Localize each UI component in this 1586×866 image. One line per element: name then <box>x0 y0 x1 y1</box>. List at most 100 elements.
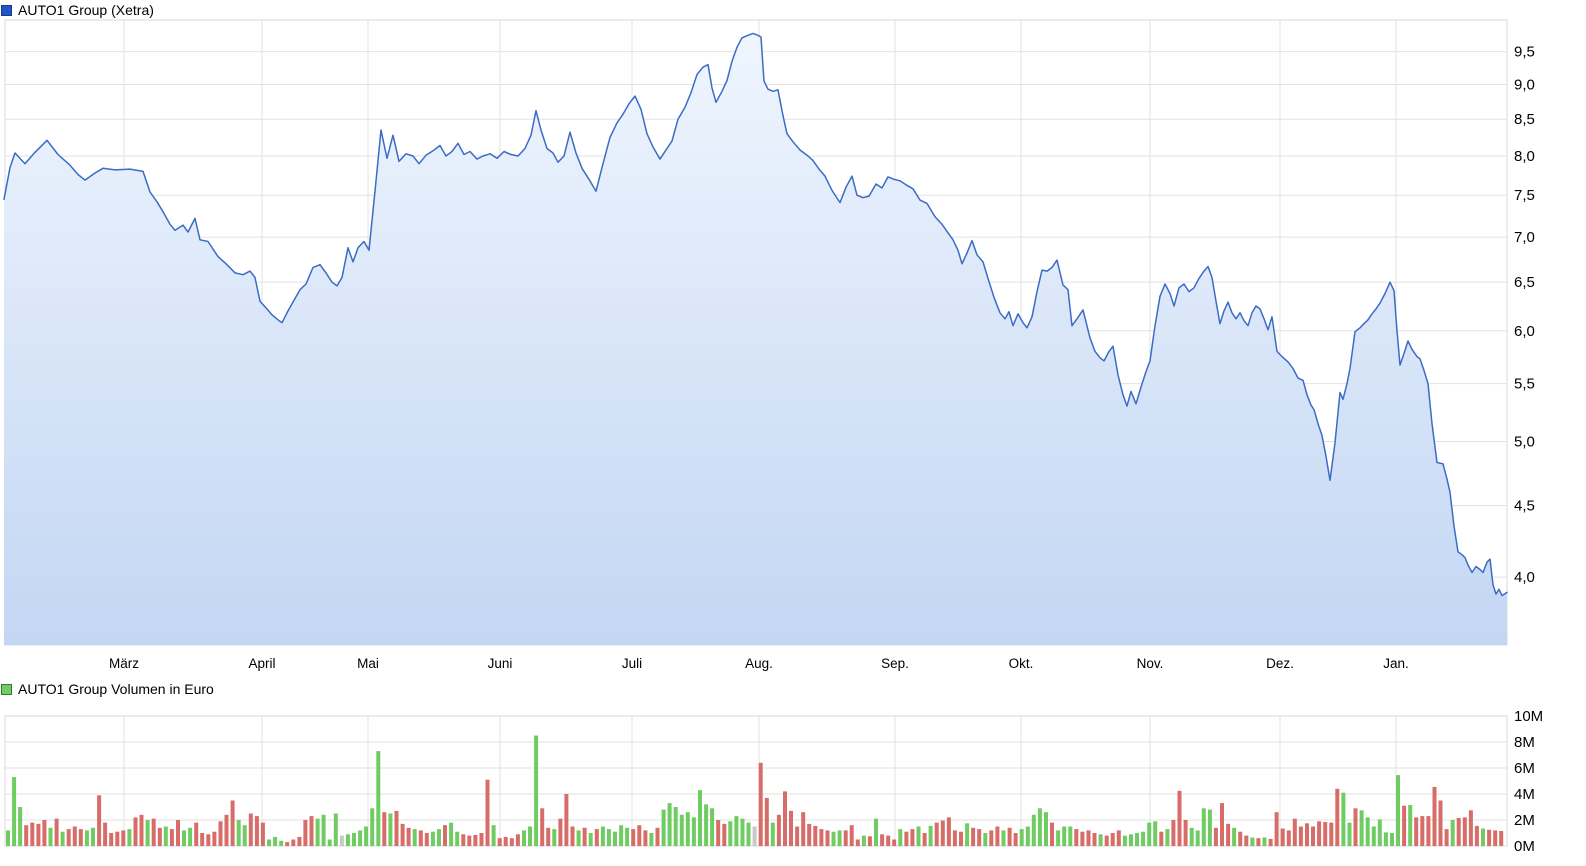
volume-bar <box>995 826 1000 846</box>
volume-bar <box>279 840 284 846</box>
volume-bar <box>789 810 793 846</box>
volume-bar <box>867 836 872 847</box>
volume-bar <box>66 829 71 846</box>
volume-bar <box>1129 834 1133 846</box>
volume-bar <box>1499 831 1504 846</box>
volume-bar <box>224 814 229 846</box>
volume-y-tick-label: 6M <box>1514 760 1535 777</box>
month-tick-label: Juli <box>622 656 642 671</box>
volume-bar <box>1189 827 1194 846</box>
volume-bar <box>206 834 211 846</box>
volume-bar <box>394 810 399 846</box>
price-y-tick-label: 4,5 <box>1514 498 1535 515</box>
volume-bar <box>1238 831 1243 846</box>
volume-bar <box>1438 800 1443 846</box>
volume-bar <box>91 827 95 846</box>
volume-bar <box>1420 816 1425 846</box>
volume-bar <box>327 839 332 846</box>
volume-bar <box>6 830 10 846</box>
volume-bar <box>139 814 144 846</box>
volume-bar <box>546 827 551 846</box>
volume-bar <box>528 826 532 846</box>
volume-bar <box>971 827 976 846</box>
volume-bar <box>515 834 520 846</box>
volume-bar <box>752 826 757 846</box>
volume-bar <box>552 829 557 846</box>
volume-bar <box>1408 805 1413 846</box>
volume-bar <box>200 833 205 846</box>
volume-bar <box>959 831 963 846</box>
volume-bar <box>455 831 460 846</box>
month-tick-label: Nov. <box>1137 656 1164 671</box>
volume-bar <box>194 822 199 846</box>
month-tick-label: März <box>109 656 139 671</box>
volume-bar <box>1396 775 1400 846</box>
volume-bar <box>825 830 830 846</box>
volume-bar <box>770 822 775 846</box>
price-area <box>4 33 1507 645</box>
volume-bar <box>297 836 302 846</box>
volume-bar <box>667 803 672 846</box>
price-y-tick-label: 9,5 <box>1514 44 1535 61</box>
volume-bar <box>1037 808 1042 846</box>
volume-bar <box>449 822 454 846</box>
volume-bar <box>1062 826 1067 846</box>
volume-bar <box>1274 812 1279 846</box>
month-tick-label: Dez. <box>1266 656 1294 671</box>
volume-bar <box>127 829 132 846</box>
volume-bar <box>776 814 781 846</box>
volume-bar <box>1335 788 1340 846</box>
volume-bar <box>1007 827 1012 846</box>
volume-bar <box>1286 830 1291 846</box>
volume-bar <box>24 825 29 846</box>
volume-bar <box>382 812 387 846</box>
month-tick-label: Mai <box>357 656 379 671</box>
volume-bar <box>1050 822 1054 846</box>
volume-bar <box>1268 838 1273 847</box>
volume-bar <box>1426 816 1431 846</box>
volume-bar <box>345 834 350 846</box>
volume-bar <box>60 831 65 846</box>
volume-bar <box>1317 821 1322 846</box>
volume-bar <box>1323 822 1328 847</box>
volume-bar <box>169 829 174 846</box>
volume-bar <box>849 825 854 846</box>
volume-bar <box>182 830 186 846</box>
volume-bar <box>406 827 411 846</box>
volume-bar <box>1013 833 1018 846</box>
volume-bar <box>540 808 545 846</box>
volume-bar <box>497 838 502 846</box>
volume-bar <box>212 831 217 846</box>
volume-bar <box>1250 837 1255 846</box>
month-tick-label: April <box>248 656 275 671</box>
volume-y-tick-label: 10M <box>1514 708 1543 725</box>
volume-bar <box>1371 826 1376 846</box>
volume-bar <box>1329 822 1334 846</box>
volume-bar <box>904 831 909 846</box>
volume-bar <box>163 826 168 846</box>
volume-bar <box>576 830 581 846</box>
volume-bar <box>1122 835 1127 846</box>
volume-bar <box>321 814 326 846</box>
volume-bar <box>1019 829 1024 846</box>
volume-bar <box>358 830 363 846</box>
volume-bar <box>424 833 429 846</box>
volume-bar <box>36 823 41 846</box>
volume-bar <box>236 820 241 846</box>
volume-bar <box>898 829 903 846</box>
volume-bar <box>558 818 563 846</box>
price-y-tick-label: 6,5 <box>1514 274 1535 291</box>
volume-bar <box>1383 832 1388 847</box>
volume-bar <box>704 804 709 846</box>
volume-bar <box>1159 831 1164 846</box>
volume-bar <box>84 830 89 846</box>
volume-bar <box>97 795 102 846</box>
volume-bar <box>285 842 290 846</box>
volume-y-tick-label: 4M <box>1514 786 1535 803</box>
volume-bar <box>267 839 271 846</box>
volume-bar <box>260 822 265 846</box>
month-tick-label: Juni <box>488 656 513 671</box>
volume-bar <box>309 816 314 846</box>
volume-bar <box>783 791 787 846</box>
